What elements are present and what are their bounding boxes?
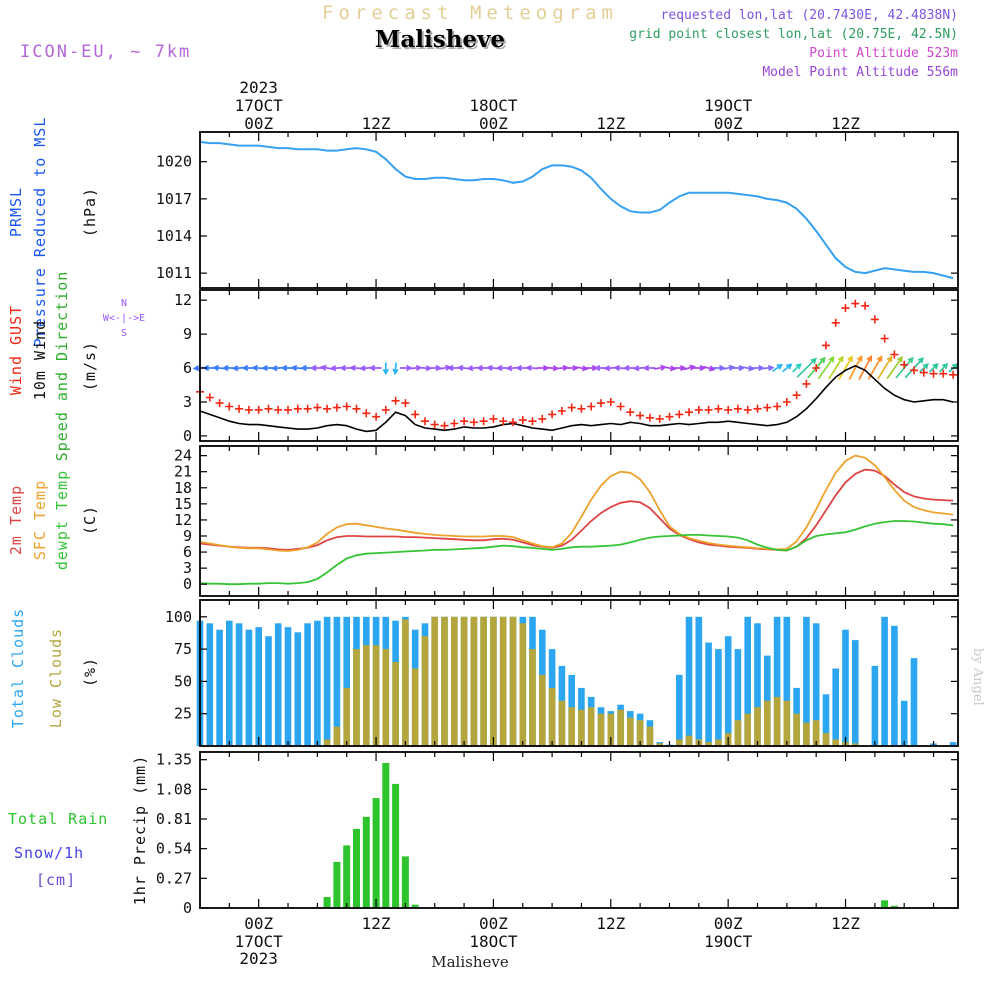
svg-text:12: 12 [174,511,192,529]
pressure-line [199,140,954,280]
svg-text:9: 9 [183,527,192,545]
svg-text:19OCT: 19OCT [704,932,753,951]
pressure-axis-label-long: Pressure Reduced to MSL [31,116,49,348]
temp-2m-label: 2m Temp [7,484,25,556]
temp-axis-unit: (C) [81,504,99,536]
wind-speed-line [199,364,954,433]
pressure-axis-unit: (hPa) [81,186,99,238]
svg-text:1014: 1014 [156,227,192,245]
svg-text:25: 25 [174,705,192,723]
page-watermark-title: Forecast Meteogram [322,2,618,24]
svg-text:75: 75 [174,640,192,658]
wind-direction-arrows [192,355,959,380]
requested-coords: requested lon,lat (20.7430E, 42.4838N) [660,8,958,23]
svg-text:12Z: 12Z [362,114,391,133]
svg-text:1017: 1017 [156,190,192,208]
footer-station: Malisheve [431,953,509,971]
grid-point-coords: grid point closest lon,lat (20.75E, 42.5… [629,27,958,42]
svg-text:12: 12 [174,291,192,309]
time-axis-labels: 00Z17OCT202300Z17OCT202312Z12Z00Z18OCT00… [235,78,861,968]
svg-text:12Z: 12Z [831,914,860,933]
total-rain-label: Total Rain [8,810,109,828]
header-coordinates-block: requested lon,lat (20.7430E, 42.4838N) g… [629,6,958,82]
svg-text:0.54: 0.54 [156,840,192,858]
svg-text:00Z: 00Z [244,914,273,933]
wind-gust-markers [196,299,958,430]
svg-text:0: 0 [183,899,192,917]
compass-north: N [120,298,128,309]
svg-text:18: 18 [174,479,192,497]
svg-text:2023: 2023 [239,78,278,97]
wind-speed-direction-label: Speed and Direction [53,270,71,462]
wind-gust-label: Wind GUST [7,304,25,396]
svg-text:2023: 2023 [239,949,278,968]
model-label: ICON-EU, ~ 7km [20,42,192,62]
cm-unit-label: [cm] [36,871,77,889]
temp-sfc-label: SFC Temp [31,479,49,561]
svg-text:0.27: 0.27 [156,869,192,887]
svg-text:00Z: 00Z [244,114,273,133]
low-clouds-label: Low Clouds [47,627,65,729]
axes: 1011101410171020036912036912151821242550… [156,131,959,917]
station-title: Malisheve [374,26,506,53]
svg-text:19OCT: 19OCT [704,96,753,115]
svg-text:3: 3 [183,559,192,577]
svg-text:00Z: 00Z [479,914,508,933]
svg-text:0.81: 0.81 [156,810,192,828]
author-watermark: by Angel [970,648,985,706]
clouds-axis-unit: (%) [81,656,99,688]
svg-text:00Z: 00Z [714,114,743,133]
svg-text:50: 50 [174,672,192,690]
svg-text:18OCT: 18OCT [469,96,518,115]
svg-text:00Z: 00Z [714,914,743,933]
pressure-axis-label-prmsl: PRMSL [7,186,25,238]
precip-axis-label: 1hr Precip (mm) [131,754,149,906]
point-altitude: Point Altitude 523m [809,46,958,61]
total-clouds-label: Total Clouds [9,607,27,729]
svg-text:15: 15 [174,495,192,513]
svg-text:18OCT: 18OCT [469,932,518,951]
svg-text:21: 21 [174,463,192,481]
svg-text:0: 0 [183,575,192,593]
svg-text:12Z: 12Z [362,914,391,933]
compass-south: S [120,328,128,339]
wind-direction-legend: N W<-|->E S [94,296,154,341]
svg-text:12Z: 12Z [596,914,625,933]
svg-text:100: 100 [165,608,192,626]
svg-text:9: 9 [183,325,192,343]
svg-text:12Z: 12Z [596,114,625,133]
svg-text:17OCT: 17OCT [235,932,284,951]
svg-text:1.35: 1.35 [156,751,192,769]
compass-west-east: W<-|->E [102,313,146,324]
svg-text:17OCT: 17OCT [235,96,284,115]
svg-text:3: 3 [183,393,192,411]
svg-text:1.08: 1.08 [156,780,192,798]
wind-10m-label: 10m Wind [31,319,49,401]
svg-text:6: 6 [183,359,192,377]
temperature-lines [199,454,954,586]
cloud-bars [196,616,957,746]
svg-text:24: 24 [174,447,192,465]
snow-label: Snow/1h [14,844,85,862]
svg-text:12Z: 12Z [831,114,860,133]
svg-text:6: 6 [183,543,192,561]
wind-axis-unit: (m/s) [81,340,99,392]
svg-text:1011: 1011 [156,264,192,282]
svg-text:0: 0 [183,427,192,445]
svg-text:00Z: 00Z [479,114,508,133]
precip-bars [323,763,898,908]
model-point-altitude: Model Point Altitude 556m [762,65,958,80]
temp-dewpt-label: dewpt Temp [53,469,71,571]
svg-text:1020: 1020 [156,153,192,171]
